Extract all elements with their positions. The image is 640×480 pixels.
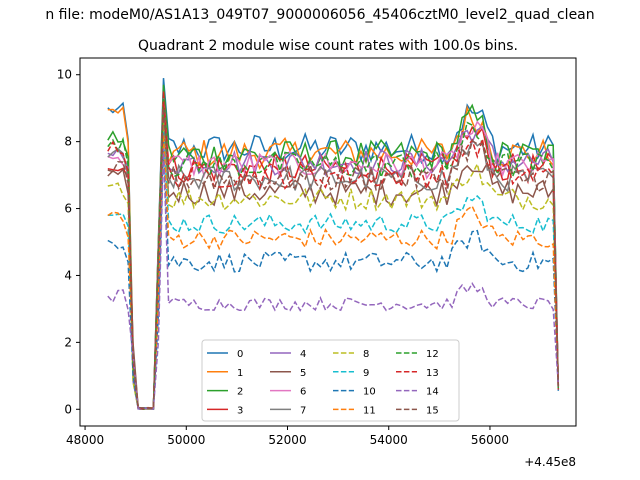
series-line-2: [107, 84, 560, 410]
legend-label-2: 2: [237, 387, 243, 398]
series-line-14: [107, 148, 560, 410]
series-line-7: [107, 108, 560, 410]
axes-frame: [79, 57, 577, 427]
legend-label-11: 11: [363, 405, 376, 416]
legend-label-0: 0: [237, 349, 243, 360]
series-line-9: [107, 131, 560, 410]
chart-title: Quadrant 2 module wise count rates with …: [138, 38, 518, 54]
legend-label-7: 7: [300, 405, 306, 416]
legend-label-14: 14: [426, 387, 439, 398]
y-tick-label: 4: [64, 268, 72, 282]
x-tick-label: 54000: [370, 433, 408, 447]
series-line-11: [107, 134, 560, 410]
x-tick-label: 56000: [471, 433, 509, 447]
y-tick-label: 6: [64, 202, 72, 216]
legend-label-15: 15: [426, 405, 439, 416]
y-tick-label: 0: [64, 402, 72, 416]
figure-suptitle: n file: modeM0/AS1A13_049T07_9000006056_…: [45, 7, 594, 23]
legend-label-13: 13: [426, 368, 439, 379]
legend-box: [201, 339, 460, 422]
legend-label-5: 5: [300, 368, 306, 379]
legend-label-3: 3: [237, 405, 243, 416]
series-line-8: [107, 121, 560, 410]
plot-lines: [107, 78, 560, 411]
x-offset-label: +4.45e8: [524, 455, 576, 469]
y-tick-label: 2: [64, 335, 72, 349]
legend-label-12: 12: [426, 349, 439, 360]
x-axis: 48000 50000 52000 54000 56000: [66, 426, 509, 447]
x-tick-label: 48000: [66, 433, 104, 447]
series-line-0: [107, 78, 560, 410]
x-tick-label: 52000: [268, 433, 306, 447]
legend-label-1: 1: [237, 368, 243, 379]
legend-label-6: 6: [300, 387, 306, 398]
series-line-5: [107, 111, 560, 410]
y-axis: 0 2 4 6 8 10: [57, 68, 80, 416]
y-tick-label: 10: [57, 68, 72, 82]
legend-label-10: 10: [363, 387, 376, 398]
legend-label-9: 9: [363, 368, 369, 379]
legend-label-8: 8: [363, 349, 369, 360]
series-line-3: [107, 91, 560, 410]
y-tick-label: 8: [64, 135, 72, 149]
legend-label-4: 4: [300, 349, 306, 360]
x-tick-label: 50000: [167, 433, 205, 447]
series-line-6: [107, 101, 560, 410]
series-line-15: [107, 108, 560, 410]
series-line-13: [107, 101, 560, 410]
